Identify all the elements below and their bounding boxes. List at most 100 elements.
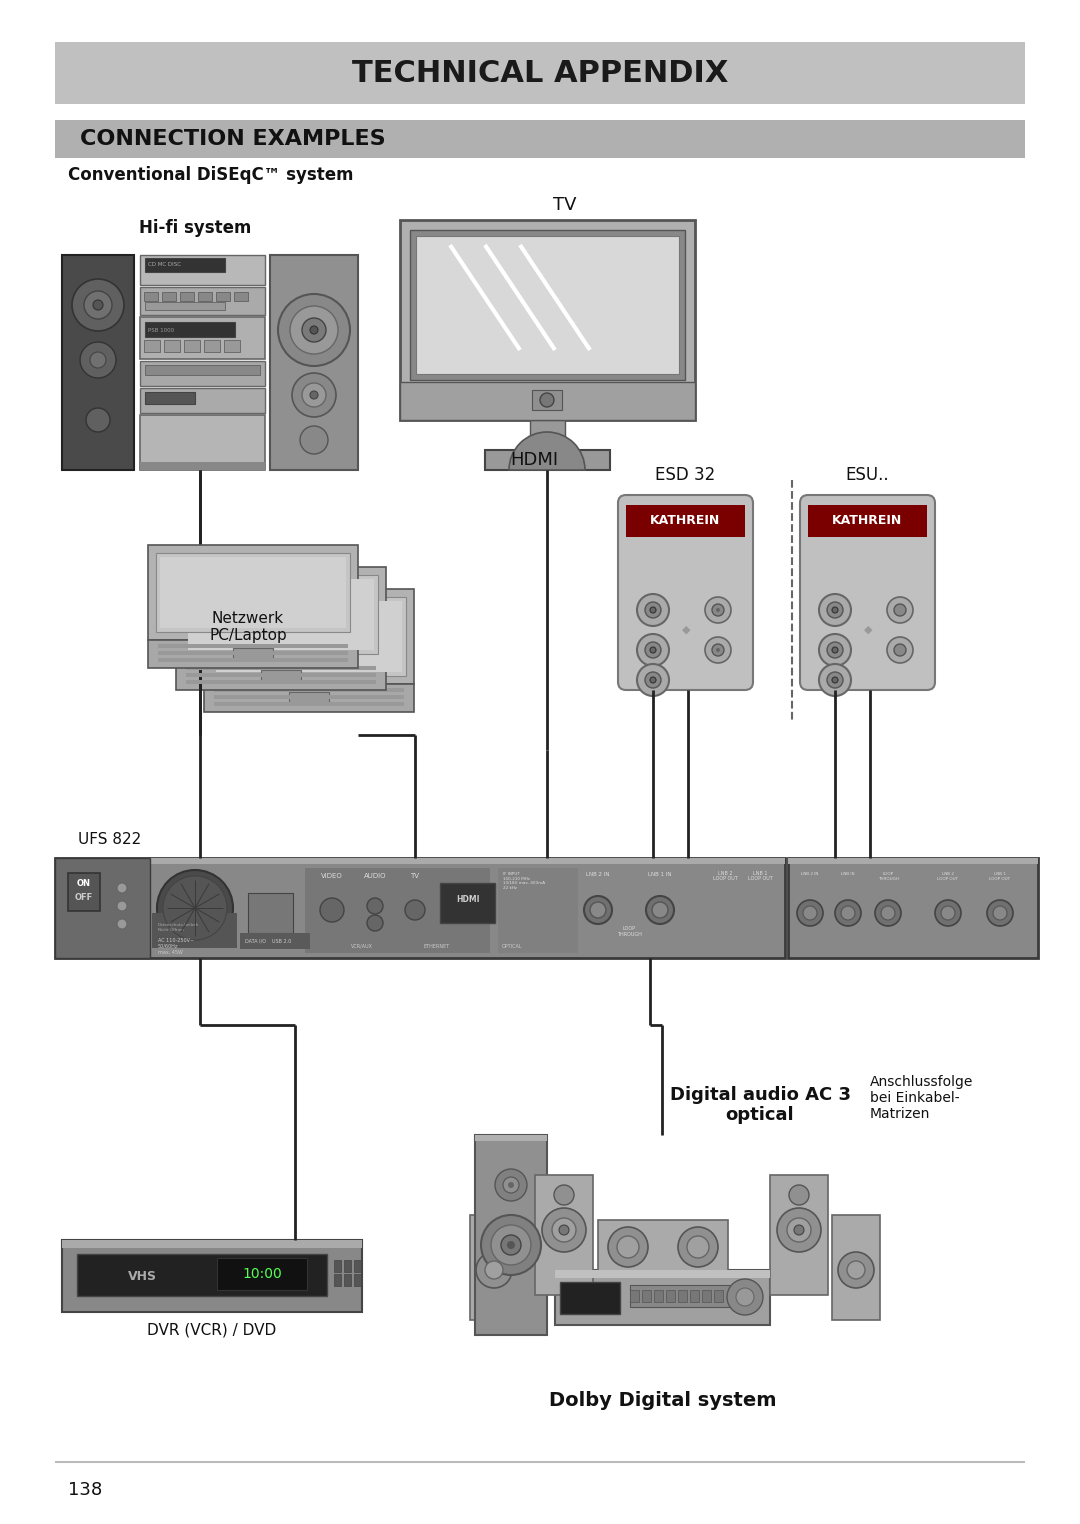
Text: 138: 138: [68, 1481, 103, 1500]
Circle shape: [302, 383, 326, 407]
Bar: [334, 1274, 341, 1286]
Bar: [240, 933, 310, 949]
Bar: [532, 390, 562, 410]
Bar: [160, 556, 346, 628]
Text: DVR (VCR) / DVD: DVR (VCR) / DVD: [147, 1323, 276, 1338]
Text: VHS: VHS: [127, 1269, 157, 1283]
Circle shape: [278, 294, 350, 366]
Bar: [561, 1282, 620, 1314]
Bar: [62, 1241, 362, 1312]
Circle shape: [887, 637, 913, 663]
Circle shape: [367, 898, 383, 914]
Text: Datenschutz-beibeh
Nicht Öffnen: Datenschutz-beibeh Nicht Öffnen: [158, 924, 199, 931]
Bar: [498, 869, 578, 952]
Circle shape: [117, 919, 127, 930]
Bar: [184, 340, 200, 352]
Text: OFF: OFF: [75, 893, 93, 902]
Text: ESU..: ESU..: [846, 466, 889, 485]
Text: Hi-fi system: Hi-fi system: [139, 219, 252, 238]
Text: LNB 2
LOOP OUT: LNB 2 LOOP OUT: [713, 870, 738, 881]
Circle shape: [797, 901, 823, 927]
Bar: [148, 640, 357, 668]
Bar: [714, 1289, 723, 1301]
Text: LNB 1
LOOP OUT: LNB 1 LOOP OUT: [989, 872, 1011, 881]
Text: PSB 1000: PSB 1000: [148, 328, 174, 332]
Bar: [642, 1289, 651, 1301]
Bar: [152, 913, 237, 948]
Bar: [55, 120, 1025, 158]
Circle shape: [993, 905, 1007, 920]
Circle shape: [117, 882, 127, 893]
Bar: [204, 340, 220, 352]
Text: ESD 32: ESD 32: [654, 466, 715, 485]
Bar: [77, 1254, 327, 1295]
Circle shape: [645, 642, 661, 658]
Bar: [140, 389, 265, 413]
Circle shape: [501, 1234, 521, 1254]
Circle shape: [832, 607, 838, 613]
Circle shape: [90, 352, 106, 367]
Bar: [145, 392, 195, 404]
Bar: [555, 1269, 770, 1279]
Circle shape: [875, 901, 901, 927]
Bar: [62, 1241, 362, 1248]
Text: LNB 2
LOOP OUT: LNB 2 LOOP OUT: [937, 872, 959, 881]
Bar: [354, 1260, 361, 1273]
Text: DATA I/O    USB 2.0: DATA I/O USB 2.0: [245, 939, 292, 943]
Bar: [598, 1221, 728, 1276]
Circle shape: [716, 648, 720, 652]
Text: VIDEO: VIDEO: [321, 873, 342, 879]
Bar: [176, 661, 386, 690]
Bar: [55, 858, 150, 959]
Bar: [217, 1257, 307, 1289]
Text: TV: TV: [553, 197, 577, 213]
Circle shape: [827, 642, 843, 658]
Circle shape: [608, 1227, 648, 1266]
Circle shape: [827, 602, 843, 619]
Bar: [156, 553, 350, 632]
Text: HDMI: HDMI: [510, 451, 558, 469]
Text: AC 110-250V~
50/60Hz
max. 45W: AC 110-250V~ 50/60Hz max. 45W: [158, 937, 194, 954]
Circle shape: [645, 672, 661, 687]
Text: CD MC DISC: CD MC DISC: [148, 262, 181, 268]
Bar: [140, 462, 265, 469]
Bar: [55, 858, 785, 864]
Bar: [400, 219, 696, 421]
Bar: [162, 293, 176, 302]
Circle shape: [554, 1186, 573, 1205]
Circle shape: [495, 1169, 527, 1201]
Bar: [145, 322, 235, 337]
Bar: [216, 600, 402, 672]
Circle shape: [705, 637, 731, 663]
Circle shape: [838, 1253, 874, 1288]
Bar: [400, 383, 696, 421]
Text: KATHREIN: KATHREIN: [650, 515, 720, 527]
Circle shape: [637, 664, 669, 696]
Bar: [832, 1215, 880, 1320]
Circle shape: [645, 602, 661, 619]
Circle shape: [302, 319, 326, 341]
Bar: [788, 858, 1038, 959]
Circle shape: [590, 902, 606, 917]
Bar: [186, 666, 376, 671]
Bar: [248, 893, 293, 933]
Circle shape: [847, 1260, 865, 1279]
Circle shape: [310, 326, 318, 334]
Circle shape: [678, 1227, 718, 1266]
Text: IF INPUT
100-210 MHz
13/18V max. 400mA
22 kHz: IF INPUT 100-210 MHz 13/18V max. 400mA 2…: [503, 872, 545, 890]
Circle shape: [86, 408, 110, 431]
Circle shape: [887, 597, 913, 623]
Circle shape: [789, 1186, 809, 1205]
Circle shape: [405, 901, 426, 920]
Circle shape: [712, 645, 724, 655]
Text: Dolby Digital system: Dolby Digital system: [550, 1390, 777, 1410]
Text: 10:00: 10:00: [242, 1266, 282, 1282]
Bar: [145, 366, 260, 375]
Bar: [62, 255, 134, 469]
Circle shape: [84, 291, 112, 319]
Circle shape: [881, 905, 895, 920]
Wedge shape: [509, 431, 585, 469]
Circle shape: [72, 279, 124, 331]
Bar: [234, 293, 248, 302]
Circle shape: [687, 1236, 708, 1257]
